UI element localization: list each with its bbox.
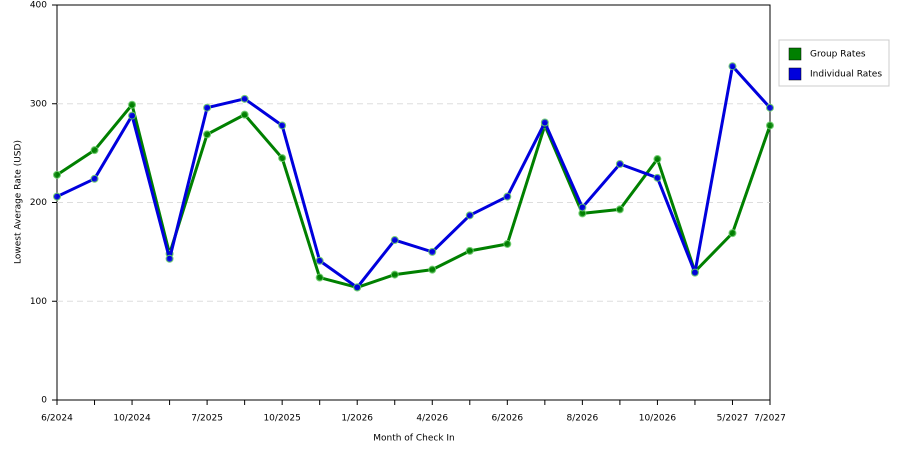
data-point: [278, 154, 287, 163]
x-tick-label: 6/2026: [491, 414, 523, 424]
data-point: [653, 155, 662, 164]
data-point: [503, 192, 512, 201]
x-axis-title: Month of Check In: [373, 434, 455, 444]
legend-label: Group Rates: [810, 50, 866, 60]
data-point: [278, 121, 287, 130]
data-point: [766, 121, 774, 130]
y-axis-title: Lowest Average Rate (USD): [14, 140, 24, 264]
legend-swatch: [788, 67, 802, 81]
y-tick-label: 200: [30, 198, 47, 208]
y-tick-label: 0: [41, 396, 47, 406]
data-point: [653, 173, 662, 182]
data-point: [203, 103, 212, 112]
data-point: [240, 94, 249, 103]
data-point: [728, 62, 737, 71]
data-point: [165, 254, 174, 263]
data-point: [615, 159, 624, 168]
data-point: [540, 118, 549, 127]
data-point: [390, 270, 399, 279]
y-tick-label: 400: [30, 1, 47, 11]
x-tick-label: 4/2026: [416, 414, 448, 424]
data-point: [203, 130, 212, 139]
y-tick-label: 300: [30, 99, 47, 109]
plot-area: [56, 4, 771, 401]
x-tick-label: 10/2024: [113, 414, 151, 424]
data-point: [465, 246, 474, 255]
data-point: [240, 110, 249, 119]
data-point: [353, 283, 362, 292]
data-point: [465, 211, 474, 220]
x-tick-label: 5/2027: [717, 414, 749, 424]
legend-label: Individual Rates: [810, 70, 882, 80]
x-tick-label: 10/2025: [263, 414, 300, 424]
data-point: [90, 146, 99, 155]
data-point: [53, 170, 61, 179]
data-point: [128, 100, 137, 109]
data-point: [90, 174, 99, 183]
data-point: [503, 239, 512, 248]
data-point: [428, 247, 437, 256]
data-point: [390, 236, 399, 245]
y-tick-label: 100: [30, 297, 47, 307]
x-tick-label: 7/2025: [191, 414, 223, 424]
data-point: [53, 192, 61, 201]
data-point: [128, 111, 137, 120]
data-point: [315, 256, 324, 265]
x-tick-label: 6/2024: [41, 414, 73, 424]
x-tick-label: 7/2027: [754, 414, 786, 424]
x-tick-label: 1/2026: [341, 414, 373, 424]
data-point: [315, 273, 324, 282]
x-tick-label: 10/2026: [639, 414, 677, 424]
data-point: [728, 229, 737, 238]
legend-swatch: [788, 47, 802, 61]
data-point: [578, 203, 587, 212]
x-tick-label: 8/2026: [567, 414, 599, 424]
series-line: [56, 64, 772, 289]
data-point: [428, 265, 437, 274]
data-point: [615, 205, 624, 214]
data-point: [690, 268, 699, 277]
data-point: [766, 103, 774, 112]
